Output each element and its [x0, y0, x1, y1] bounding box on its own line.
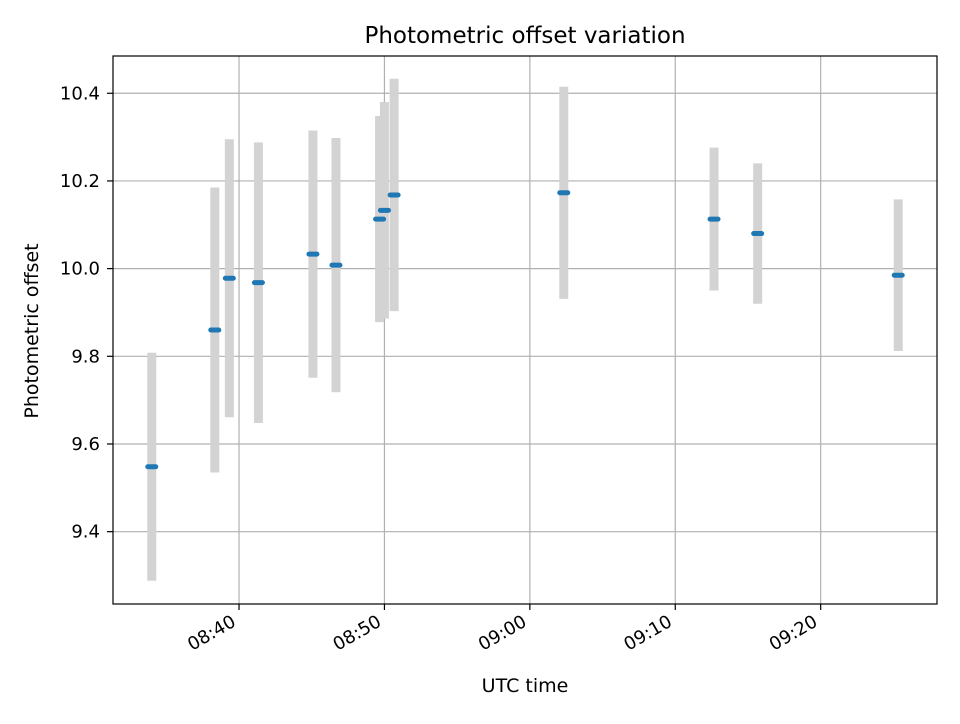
y-tick-label: 10.2 [60, 171, 100, 192]
y-tick-label: 9.6 [71, 434, 100, 455]
x-axis-label: UTC time [482, 675, 569, 697]
y-tick-label: 10.0 [60, 259, 100, 280]
y-tick-label: 10.4 [60, 83, 100, 104]
data-points [145, 190, 905, 470]
axes-frame [112, 55, 938, 605]
y-tick-label: 9.4 [71, 522, 100, 543]
y-axis-ticks: 9.4 9.6 9.8 10.0 10.2 10.4 [60, 83, 113, 543]
chart-title: Photometric offset variation [364, 23, 685, 49]
y-tick-label: 9.8 [71, 346, 100, 367]
y-axis-label: Photometric offset [21, 243, 43, 418]
